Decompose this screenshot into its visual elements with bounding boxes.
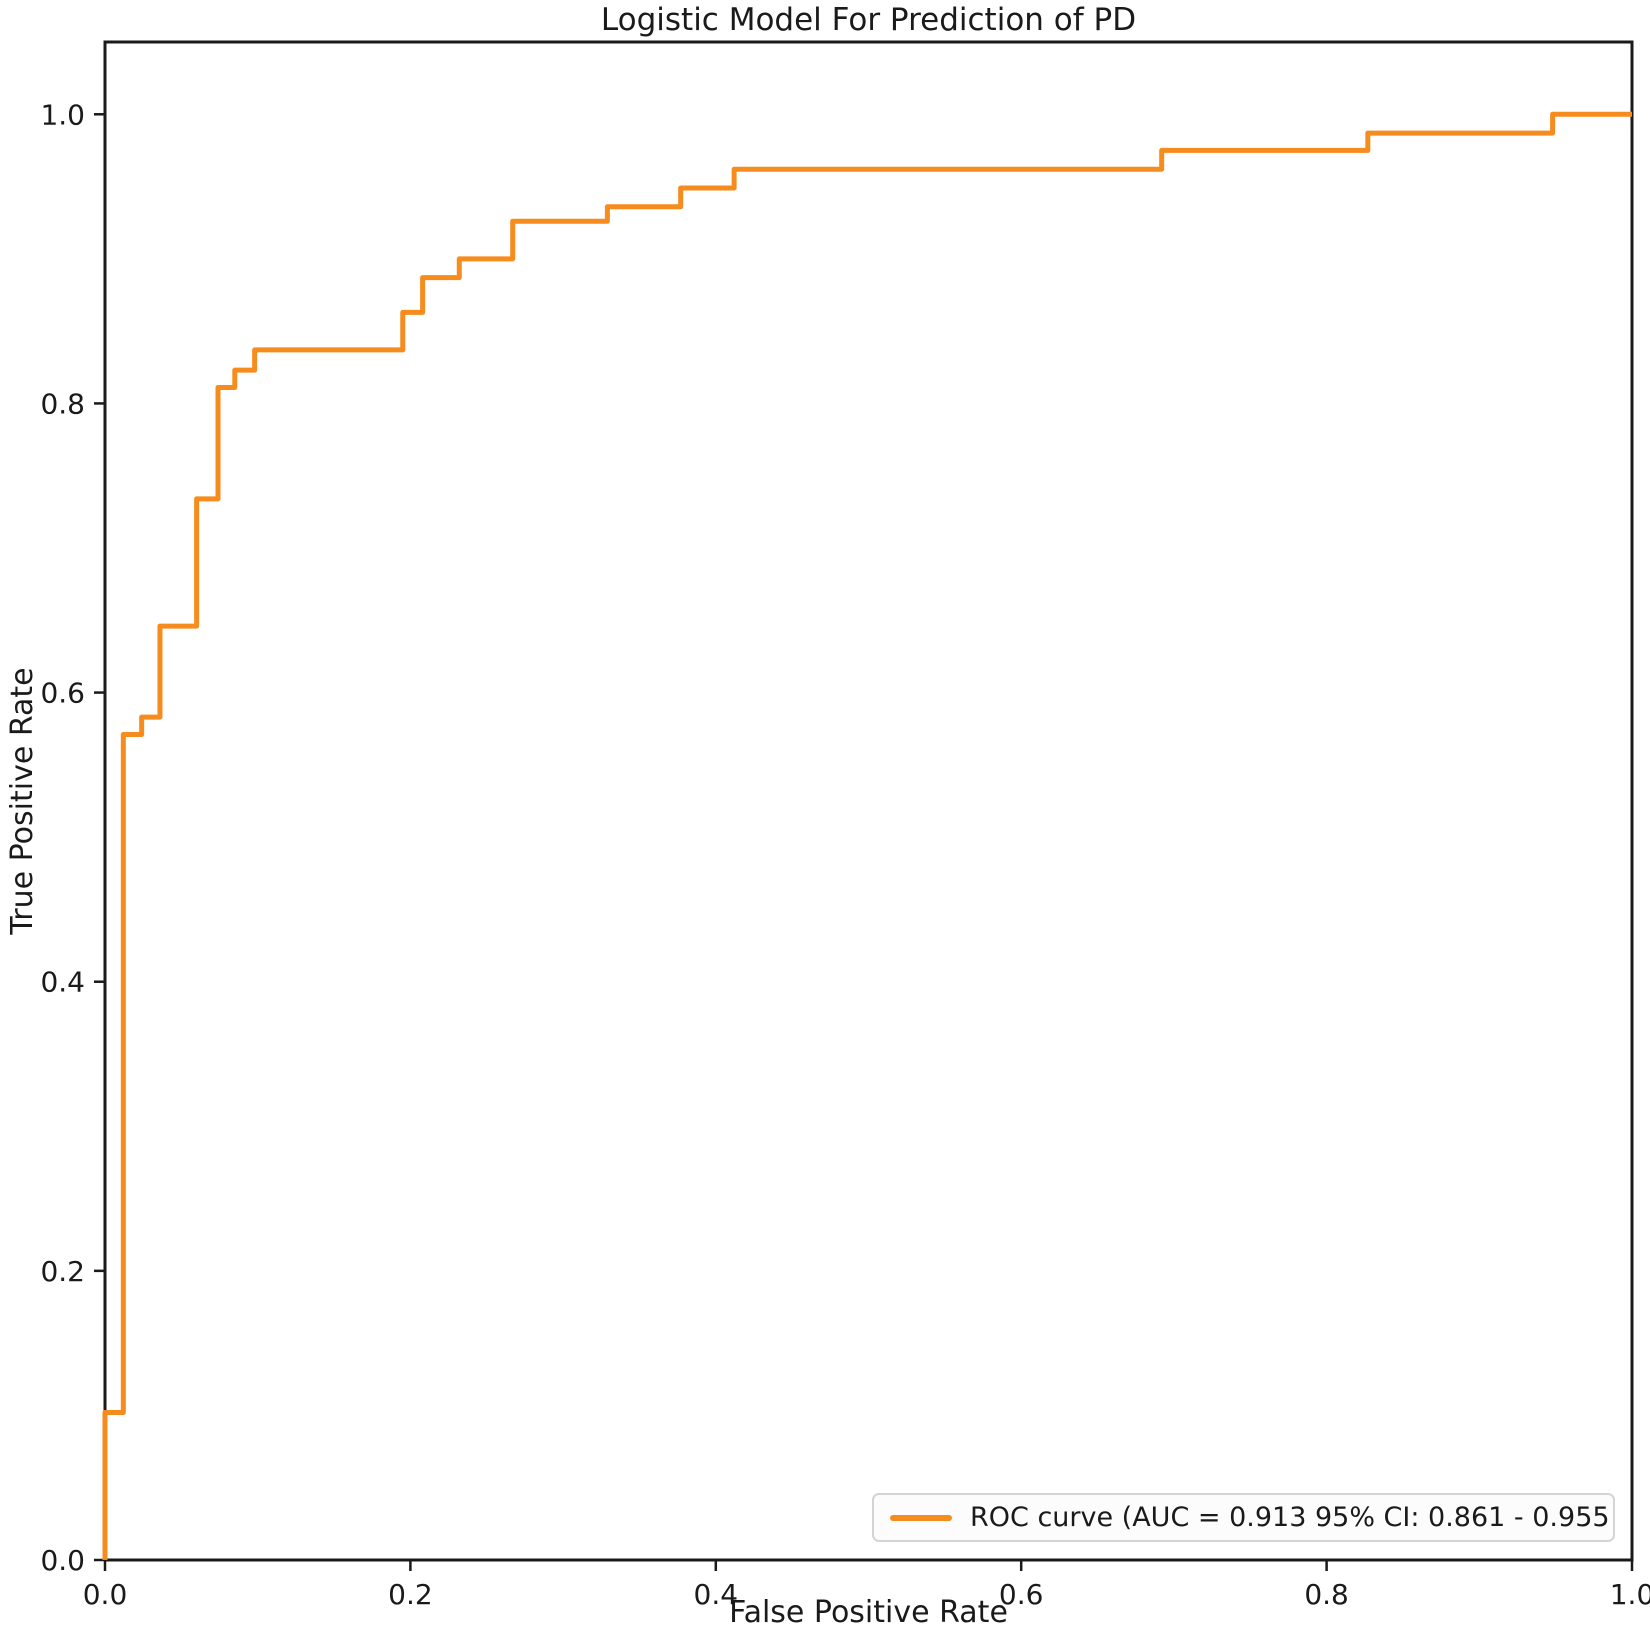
plot-border (103, 40, 1634, 1562)
y-tick-label: 0.6 (40, 677, 85, 710)
x-tick-label: 1.0 (1610, 1578, 1650, 1611)
x-tick-label: 0.4 (694, 1578, 739, 1611)
chart-title: Logistic Model For Prediction of PD (600, 2, 1137, 38)
x-tick-label: 0.0 (83, 1578, 128, 1611)
y-tick-label: 0.2 (40, 1255, 85, 1288)
y-tick-label: 0.0 (40, 1544, 85, 1577)
x-tick-label: 0.8 (1304, 1578, 1349, 1611)
x-tick-label: 0.6 (999, 1578, 1044, 1611)
roc-curve-legend-swatch (890, 1514, 952, 1521)
x-tick-label: 0.2 (388, 1578, 433, 1611)
y-axis-label: True Positive Rate (5, 667, 40, 935)
roc-curve-legend-label: ROC curve (AUC = 0.913 95% CI: 0.861 - 0… (970, 1502, 1610, 1533)
legend-box: ROC curve (AUC = 0.913 95% CI: 0.861 - 0… (872, 1493, 1615, 1542)
y-tick-label: 0.4 (40, 966, 85, 999)
y-tick-label: 0.8 (40, 387, 85, 420)
roc-curve-line (102, 111, 1632, 1560)
y-tick-label: 1.0 (40, 98, 85, 131)
x-axis-label: False Positive Rate (729, 1595, 1008, 1630)
